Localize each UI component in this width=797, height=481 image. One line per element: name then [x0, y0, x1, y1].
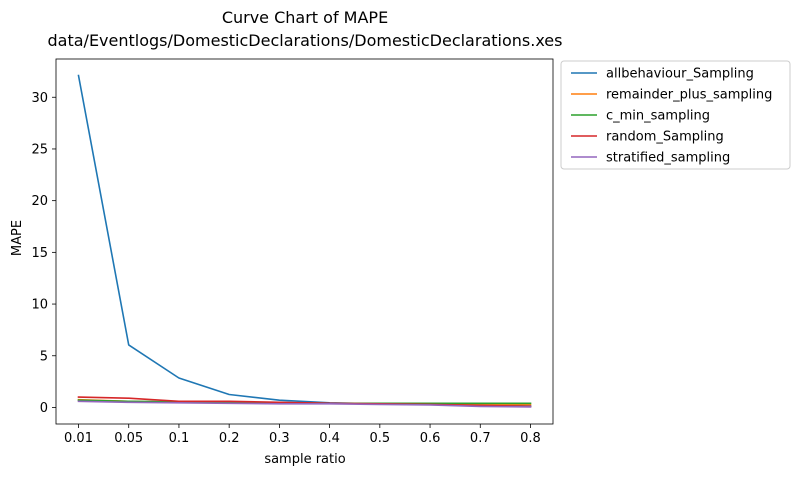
- chart-subtitle: data/Eventlogs/DomesticDeclarations/Dome…: [48, 31, 563, 50]
- legend-label-allbehaviour_Sampling: allbehaviour_Sampling: [606, 67, 754, 82]
- x-tick-label: 0.3: [269, 431, 290, 446]
- y-axis-label: MAPE: [10, 220, 25, 256]
- x-tick-label: 0.2: [219, 431, 240, 446]
- x-tick-label: 0.1: [169, 431, 190, 446]
- y-tick-label: 25: [31, 142, 48, 157]
- x-tick-label: 0.5: [369, 431, 390, 446]
- chart-title: Curve Chart of MAPE: [222, 8, 388, 27]
- x-tick-label: 0.01: [64, 431, 93, 446]
- y-tick-label: 15: [31, 246, 48, 261]
- x-tick-label: 0.05: [114, 431, 143, 446]
- plot-area: 0.01 0.05 0.1 0.2 0.3 0.4 0.5 0.6 0.7 0.8 0 5 10 15 20…: [31, 58, 554, 446]
- x-tick-label: 0.7: [470, 431, 491, 446]
- x-tick-label: 0.8: [520, 431, 541, 446]
- x-axis-label: sample ratio: [264, 452, 345, 467]
- legend-label-random_Sampling: random_Sampling: [606, 130, 724, 145]
- series-line-stratified_sampling: [77, 400, 532, 408]
- series-line-allbehaviour_Sampling: [77, 74, 532, 407]
- legend-box: [560, 60, 791, 170]
- legend-label-c_min_sampling: c_min_sampling: [606, 109, 710, 124]
- y-tick-label: 0: [40, 401, 48, 416]
- y-tick-label: 5: [40, 349, 48, 364]
- y-tick-label: 10: [31, 298, 48, 313]
- y-tick-label: 20: [31, 194, 48, 209]
- x-tick-label: 0.4: [319, 431, 340, 446]
- legend-label-stratified_sampling: stratified_sampling: [606, 151, 730, 166]
- legend-label-remainder_plus_sampling: remainder_plus_sampling: [606, 88, 772, 103]
- y-tick-label: 30: [31, 91, 48, 106]
- legend: allbehaviour_Sampling remainder_plus_samp…: [560, 60, 791, 170]
- axes-frame: [55, 58, 554, 425]
- x-tick-label: 0.6: [420, 431, 441, 446]
